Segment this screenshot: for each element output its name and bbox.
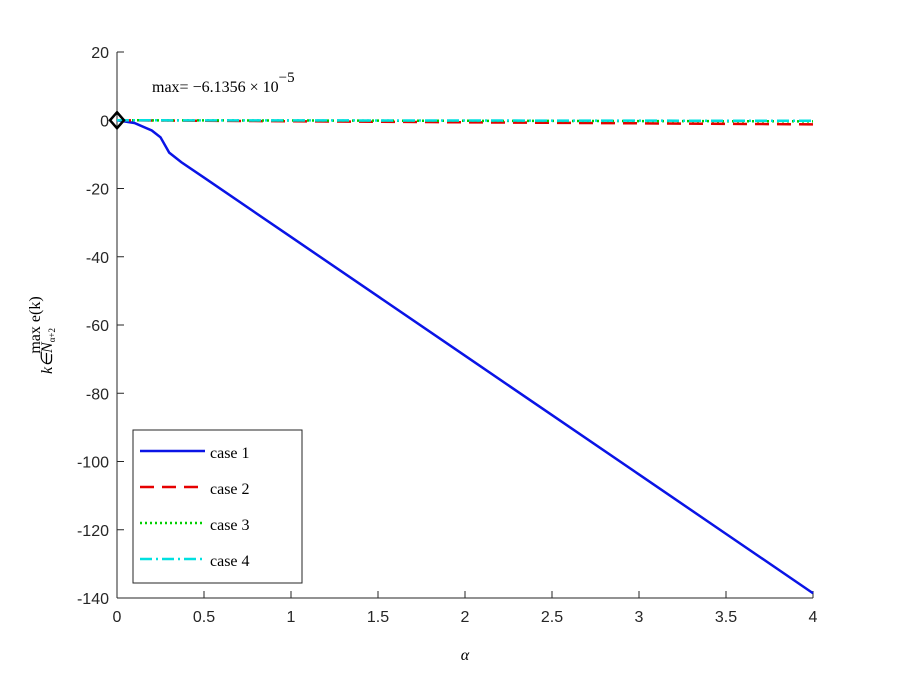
annotation-text: max= −6.1356 × 10 bbox=[152, 79, 279, 96]
y-tick-label: -120 bbox=[77, 523, 109, 540]
x-tick-label: 3.5 bbox=[715, 609, 737, 626]
y-label-subsub: α+2 bbox=[47, 328, 57, 342]
annotation: max= −6.1356 × 10−5 bbox=[152, 70, 295, 96]
x-tick-label: 2.5 bbox=[541, 609, 563, 626]
x-tick-label: 0.5 bbox=[193, 609, 215, 626]
x-tick-label: 4 bbox=[809, 609, 818, 626]
y-tick-label: -140 bbox=[77, 591, 109, 608]
y-tick-label: 20 bbox=[91, 45, 109, 62]
legend-label: case 3 bbox=[210, 517, 250, 534]
y-label-sub: k∈Nα+2 bbox=[39, 328, 57, 374]
y-label-main: max e(k) bbox=[27, 296, 44, 353]
y-tick-label: -80 bbox=[86, 386, 109, 403]
series-line bbox=[116, 119, 814, 595]
annotation-exponent: −5 bbox=[279, 70, 295, 86]
y-tick-label: -60 bbox=[86, 318, 109, 335]
x-axis-label: α bbox=[461, 647, 470, 664]
series-line bbox=[116, 119, 814, 126]
legend-box bbox=[132, 429, 303, 584]
x-tick-label: 2 bbox=[461, 609, 470, 626]
legend-label: case 2 bbox=[210, 481, 250, 498]
y-tick-label: -20 bbox=[86, 182, 109, 199]
series-line bbox=[116, 119, 814, 123]
y-tick-label: 0 bbox=[100, 113, 109, 130]
y-tick-label: -100 bbox=[77, 455, 109, 472]
y-label-sub-text: k∈N bbox=[39, 341, 56, 374]
x-tick-label: 1 bbox=[287, 609, 296, 626]
y-tick-label: -40 bbox=[86, 250, 109, 267]
max-marker bbox=[108, 110, 126, 131]
series-line bbox=[116, 119, 814, 123]
x-tick-label: 0 bbox=[113, 609, 122, 626]
legend-label: case 4 bbox=[210, 553, 250, 570]
x-tick-label: 1.5 bbox=[367, 609, 389, 626]
x-tick-label: 3 bbox=[635, 609, 644, 626]
legend-label: case 1 bbox=[210, 445, 250, 462]
y-axis-label: max e(k)k∈Nα+2 bbox=[27, 296, 57, 374]
